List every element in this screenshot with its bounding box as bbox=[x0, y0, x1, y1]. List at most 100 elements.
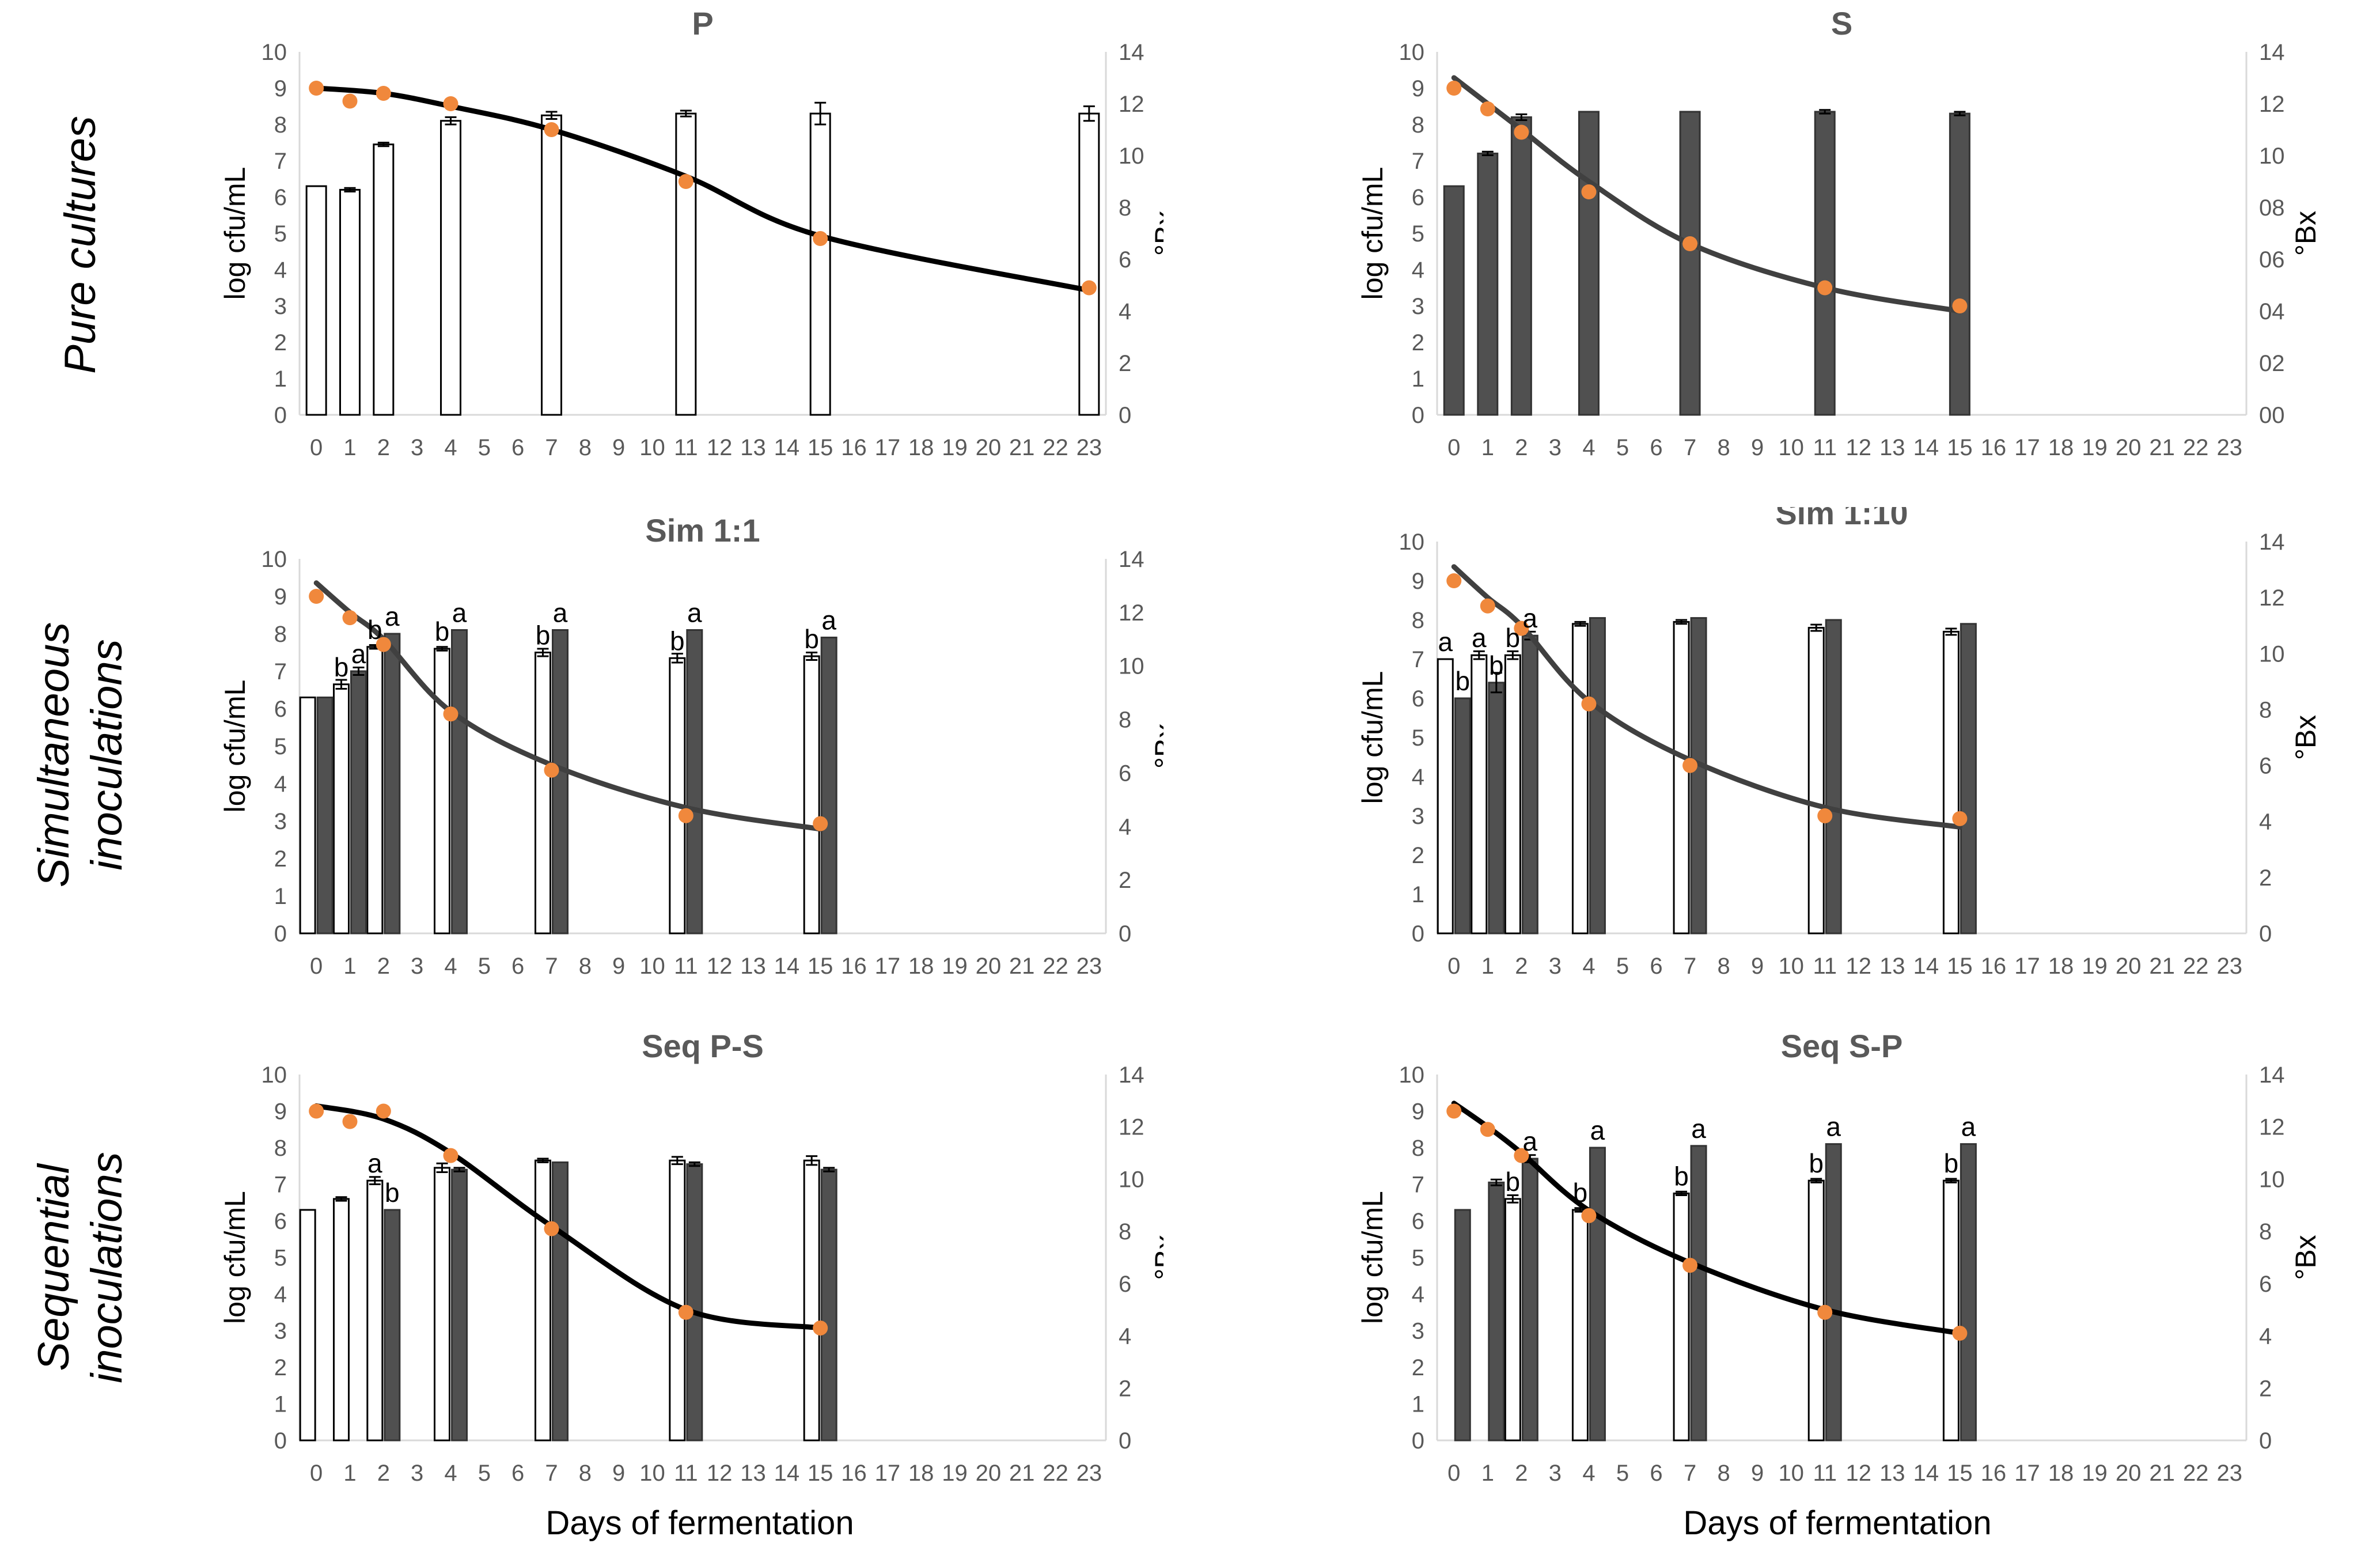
chart-title: Seq S-P bbox=[1781, 1028, 1903, 1064]
x-tick-label: 16 bbox=[841, 954, 867, 979]
x-tick-label: 0 bbox=[310, 954, 323, 979]
x-tick-label: 12 bbox=[707, 435, 733, 460]
y-tick-label: 3 bbox=[1412, 804, 1424, 829]
x-tick-label: 10 bbox=[1778, 435, 1804, 460]
y-tick-label: 7 bbox=[1412, 1172, 1424, 1198]
x-tick-label: 14 bbox=[774, 435, 800, 460]
brix-point-day-7 bbox=[544, 762, 559, 778]
brix-point-day-15 bbox=[1952, 811, 1968, 826]
significance-label: b bbox=[1506, 623, 1521, 653]
x-tick-label: 14 bbox=[1913, 435, 1939, 460]
significance-label: b bbox=[1674, 1161, 1689, 1191]
y-tick-label: 3 bbox=[274, 1319, 287, 1344]
bar-p-day-2 bbox=[1504, 1198, 1521, 1442]
bar-s-day-15 bbox=[820, 637, 837, 935]
bar-s-day-11 bbox=[1814, 111, 1836, 416]
x-tick-label: 13 bbox=[740, 1461, 766, 1486]
x-tick-label: 18 bbox=[908, 435, 934, 460]
x-tick-label: 19 bbox=[2082, 1461, 2108, 1486]
x-tick-label: 2 bbox=[377, 954, 390, 979]
y2-tick-label: 10 bbox=[1119, 143, 1144, 169]
brix-point-day-2 bbox=[376, 86, 391, 101]
y2-axis-title: °Bx bbox=[2290, 1235, 2322, 1280]
significance-label: b bbox=[1455, 666, 1470, 696]
x-tick-label: 6 bbox=[511, 1461, 524, 1486]
brix-point-day-7 bbox=[1682, 758, 1698, 773]
y2-tick-label: 14 bbox=[2259, 529, 2285, 555]
bar-s-day-0 bbox=[1454, 697, 1471, 935]
y-tick-label: 6 bbox=[1412, 1209, 1424, 1234]
x-tick-label: 5 bbox=[478, 954, 491, 979]
x-tick-label: 3 bbox=[411, 1461, 423, 1486]
bar-p-day-11 bbox=[669, 657, 686, 935]
row-label-simultaneous: Simultaneous inoculations bbox=[28, 622, 134, 888]
y2-axis-title: °Bx bbox=[1149, 1235, 1164, 1280]
brix-point-day-1 bbox=[342, 1114, 358, 1129]
x-tick-label: 22 bbox=[2183, 954, 2209, 979]
brix-curve bbox=[1451, 75, 1962, 314]
x-tick-label: 23 bbox=[1077, 1461, 1102, 1486]
x-tick-label: 9 bbox=[1751, 1461, 1764, 1486]
x-tick-label: 11 bbox=[674, 435, 698, 460]
significance-label: a bbox=[1961, 1112, 1976, 1142]
y-tick-label: 5 bbox=[274, 734, 287, 759]
bar-p-day-2 bbox=[373, 143, 395, 416]
y-tick-label: 10 bbox=[262, 1062, 287, 1088]
bar-s-day-2 bbox=[384, 1209, 401, 1442]
x-tick-label: 17 bbox=[2014, 954, 2040, 979]
y-tick-label: 10 bbox=[1399, 40, 1425, 65]
x-tick-label: 13 bbox=[1879, 1461, 1905, 1486]
bar-p-day-15 bbox=[1942, 630, 1960, 935]
x-tick-label: 8 bbox=[579, 435, 592, 460]
x-tick-label: 3 bbox=[1549, 954, 1562, 979]
x-tick-label: 12 bbox=[1846, 1461, 1872, 1486]
y2-tick-label: 02 bbox=[2259, 351, 2285, 376]
x-tick-label: 13 bbox=[1879, 954, 1905, 979]
x-tick-label: 23 bbox=[2216, 1461, 2242, 1486]
brix-point-day-7 bbox=[1682, 236, 1698, 251]
x-tick-label: 14 bbox=[1913, 1461, 1939, 1486]
y-tick-label: 5 bbox=[1412, 221, 1424, 247]
bar-s-day-15 bbox=[820, 1168, 837, 1442]
bar-p-day-15 bbox=[803, 1159, 820, 1442]
y2-tick-label: 2 bbox=[2259, 1376, 2272, 1401]
x-tick-label: 0 bbox=[1447, 435, 1460, 460]
x-tick-label: 2 bbox=[377, 435, 390, 460]
x-tick-label: 8 bbox=[579, 954, 592, 979]
x-tick-label: 22 bbox=[1043, 1461, 1068, 1486]
significance-label: a bbox=[351, 639, 366, 669]
significance-label: a bbox=[452, 598, 467, 628]
bar-s-day-4 bbox=[1589, 1147, 1606, 1442]
brix-point-day-2 bbox=[1514, 621, 1529, 636]
y-tick-label: 8 bbox=[1412, 112, 1424, 138]
significance-label: a bbox=[1472, 623, 1487, 653]
significance-label: a bbox=[687, 598, 702, 628]
y-tick-label: 3 bbox=[274, 294, 287, 319]
y2-tick-label: 6 bbox=[1119, 247, 1131, 273]
y2-tick-label: 8 bbox=[1119, 708, 1131, 733]
y-tick-label: 0 bbox=[1412, 921, 1424, 947]
y2-axis-title: °Bx bbox=[1149, 211, 1164, 256]
bar-p-day-4 bbox=[434, 1167, 450, 1442]
x-tick-label: 23 bbox=[2216, 954, 2242, 979]
significance-label: b bbox=[804, 624, 819, 654]
chart-title: Sim 1:1 bbox=[645, 512, 760, 548]
y2-tick-label: 04 bbox=[2259, 299, 2285, 324]
x-tick-label: 7 bbox=[545, 1461, 558, 1486]
chart-title: Sim 1:10 bbox=[1775, 507, 1908, 531]
y-tick-label: 2 bbox=[1412, 1355, 1424, 1380]
y-tick-label: 6 bbox=[1412, 185, 1424, 210]
x-tick-label: 18 bbox=[908, 954, 934, 979]
row-label-pure-text: Pure cultures bbox=[56, 116, 105, 374]
bar-s-day-4 bbox=[451, 629, 468, 935]
y-tick-label: 9 bbox=[1412, 1099, 1424, 1125]
x-tick-label: 7 bbox=[545, 435, 558, 460]
bar-s-day-7 bbox=[552, 629, 569, 935]
y-axis-title: log cfu/mL bbox=[1356, 1191, 1389, 1324]
y-tick-label: 5 bbox=[274, 221, 287, 247]
x-tick-label: 0 bbox=[1447, 954, 1460, 979]
y-tick-label: 7 bbox=[274, 149, 287, 174]
